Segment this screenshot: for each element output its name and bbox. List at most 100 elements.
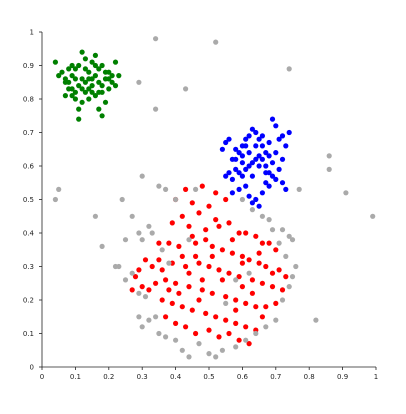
x-tick-label: 0.8 [304,373,315,381]
data-point [72,89,78,95]
data-point [169,220,175,226]
data-point [239,143,245,149]
data-point [116,263,122,270]
data-point [99,243,105,249]
data-point [216,223,222,229]
data-point [136,230,142,236]
data-point [106,76,112,82]
data-point [213,314,219,320]
axes: 0 0.1 0.2 0.3 0.4 0.5 0.6 0.7 0.8 0.9 1 0 0.1 0.2 0.3… [23,29,378,382]
data-point [229,250,235,256]
data-point [233,320,239,326]
series-2 [129,183,289,347]
series-0 [52,49,122,122]
data-point [146,287,152,293]
data-point [243,324,249,330]
data-point [246,341,252,347]
data-point [236,274,242,280]
data-point [146,223,152,229]
data-point [112,83,119,89]
data-point [253,196,259,203]
data-point [266,240,272,246]
data-point [273,150,279,156]
data-point [263,304,269,310]
data-point [259,156,265,162]
data-point [136,314,142,320]
data-point [239,253,245,259]
data-point [289,237,296,243]
y-tick-label: 0.8 [23,96,34,104]
data-point [52,196,59,203]
data-point [139,173,145,179]
x-tick-label: 0.3 [137,373,148,381]
data-point [69,93,75,99]
data-point [82,89,88,95]
y-tick-label: 0 [30,364,34,372]
data-point [102,69,109,75]
data-point [82,66,88,72]
data-point [142,294,149,300]
data-point [286,129,292,136]
data-point [89,89,95,95]
data-point [119,196,125,203]
data-point [256,250,262,256]
data-point [183,186,189,192]
data-point [223,294,229,300]
data-point [199,287,205,293]
y-tick-label: 0.9 [23,62,34,70]
data-point [163,277,169,283]
data-point [183,324,189,330]
data-point [249,160,255,166]
data-point [89,59,95,65]
data-point [69,73,75,79]
data-point [276,136,282,142]
data-point [179,253,185,259]
data-point [279,227,286,233]
data-point [259,240,265,246]
data-point [253,304,259,310]
data-point [186,270,192,276]
data-point [173,337,179,343]
data-point [370,213,376,219]
data-point [176,290,182,296]
data-point [236,170,242,176]
data-point [243,136,249,142]
data-point [256,153,262,159]
data-point [243,166,249,172]
data-point [326,153,332,159]
data-point [219,347,225,353]
data-point [79,49,85,55]
data-point [166,260,172,266]
data-point [193,240,199,246]
data-points [52,36,376,360]
data-point [286,66,292,72]
data-point [183,263,189,270]
x-tick-label: 0.2 [103,373,114,381]
data-point [92,213,98,219]
data-point [279,287,286,293]
data-point [66,66,72,72]
data-point [209,253,215,259]
y-ticks: 0 0.1 0.2 0.3 0.4 0.5 0.6 0.7 0.8 0.9 1 [23,29,42,372]
data-point [266,153,272,159]
data-point [102,99,109,105]
data-point [142,257,149,263]
data-point [236,186,242,192]
data-point [153,36,159,42]
data-point [246,257,252,263]
data-point [156,183,162,189]
data-point [79,86,85,92]
data-point [279,180,286,186]
data-point [226,136,232,142]
data-point [253,143,259,149]
data-point [253,330,259,337]
data-point [129,287,135,293]
data-point [269,270,276,276]
data-point [276,267,282,273]
data-point [206,327,212,333]
data-point [99,113,105,119]
y-tick-label: 0.5 [23,196,34,204]
data-point [226,270,232,276]
data-point [159,267,165,273]
data-point [286,233,292,239]
